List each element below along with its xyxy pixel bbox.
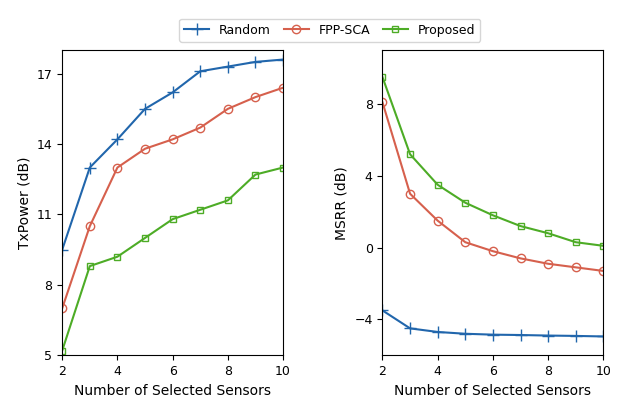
Y-axis label: MSRR (dB): MSRR (dB) [335, 166, 349, 240]
Random [406, 326, 414, 331]
Proposed [572, 240, 580, 245]
Random [379, 308, 386, 313]
Proposed [114, 254, 121, 259]
Random [489, 332, 496, 337]
Random [141, 106, 149, 111]
FPP-SCA [379, 100, 386, 105]
FPP-SCA [406, 191, 414, 196]
Random [517, 332, 524, 337]
Proposed [517, 224, 524, 229]
Proposed [197, 207, 204, 212]
Random [224, 64, 231, 69]
Proposed [141, 235, 149, 240]
FPP-SCA [86, 224, 93, 229]
Line: Proposed: Proposed [379, 74, 607, 249]
Random [197, 69, 204, 74]
Proposed [544, 231, 552, 236]
Random [252, 59, 259, 64]
Random [279, 57, 287, 62]
X-axis label: Number of Selected Sensors: Number of Selected Sensors [394, 384, 592, 398]
Proposed [434, 182, 442, 187]
Line: FPP-SCA: FPP-SCA [378, 98, 608, 275]
Line: Random: Random [377, 305, 609, 342]
Y-axis label: TxPower (dB): TxPower (dB) [17, 156, 31, 249]
FPP-SCA [197, 125, 204, 130]
FPP-SCA [252, 94, 259, 99]
Line: FPP-SCA: FPP-SCA [58, 84, 287, 313]
Proposed [86, 264, 93, 269]
Random [169, 90, 177, 95]
Line: Random: Random [57, 54, 289, 255]
Random [58, 247, 66, 252]
Proposed [224, 198, 231, 203]
Proposed [379, 74, 386, 79]
FPP-SCA [462, 240, 469, 245]
FPP-SCA [517, 256, 524, 261]
Random [86, 165, 93, 170]
Proposed [406, 152, 414, 157]
FPP-SCA [58, 306, 66, 311]
FPP-SCA [489, 249, 496, 254]
FPP-SCA [279, 85, 287, 90]
Random [544, 333, 552, 338]
FPP-SCA [169, 137, 177, 142]
Random [462, 331, 469, 336]
Proposed [169, 217, 177, 222]
Proposed [252, 172, 259, 177]
FPP-SCA [544, 261, 552, 266]
FPP-SCA [572, 265, 580, 270]
Random [600, 334, 607, 339]
Legend: Random, FPP-SCA, Proposed: Random, FPP-SCA, Proposed [179, 19, 480, 42]
Proposed [279, 165, 287, 170]
X-axis label: Number of Selected Sensors: Number of Selected Sensors [74, 384, 271, 398]
Random [572, 334, 580, 339]
FPP-SCA [114, 165, 121, 170]
Random [434, 329, 442, 334]
Line: Proposed: Proposed [58, 164, 287, 354]
FPP-SCA [434, 218, 442, 223]
Proposed [58, 348, 66, 353]
Random [114, 137, 121, 142]
FPP-SCA [600, 268, 607, 273]
Proposed [489, 213, 496, 218]
FPP-SCA [141, 146, 149, 151]
FPP-SCA [224, 106, 231, 111]
Proposed [462, 200, 469, 205]
Proposed [600, 243, 607, 248]
